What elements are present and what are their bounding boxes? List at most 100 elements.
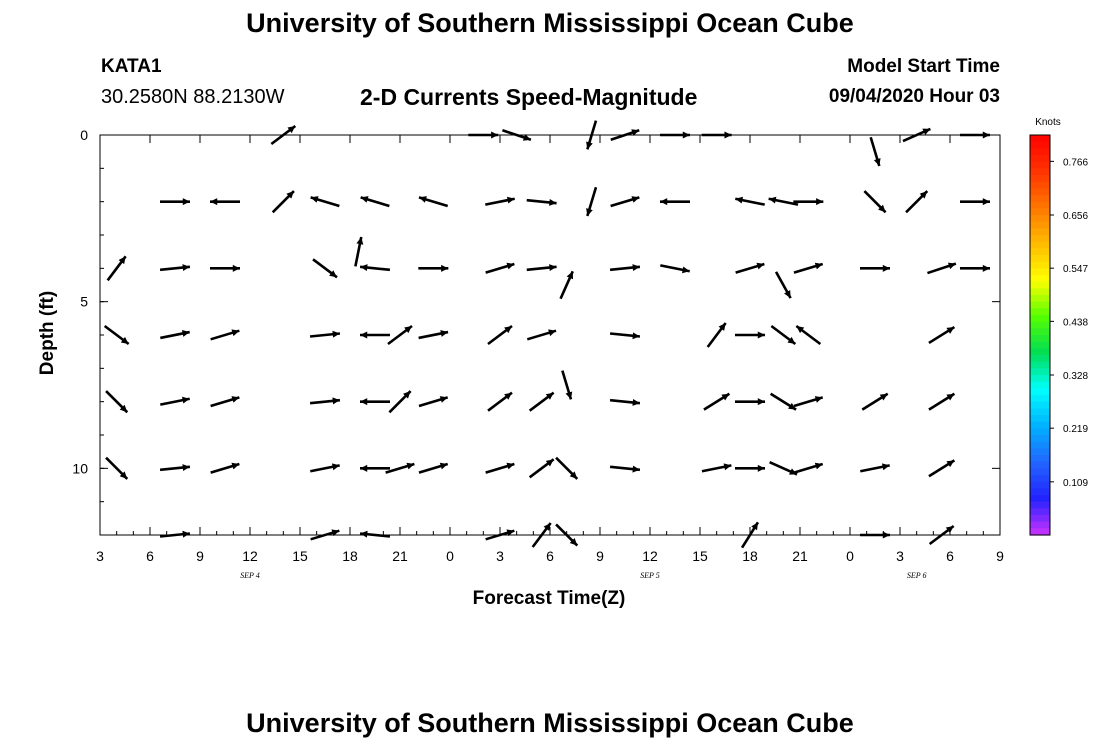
current-vector-head bbox=[586, 208, 593, 217]
current-vector-head bbox=[119, 471, 128, 479]
current-vector-head bbox=[403, 391, 411, 399]
current-vector bbox=[210, 329, 240, 341]
colorbar-segment bbox=[1030, 355, 1050, 363]
current-vector-head bbox=[549, 264, 557, 272]
current-vector-head bbox=[879, 393, 888, 401]
colorbar-segment bbox=[1030, 441, 1050, 449]
current-vector-head bbox=[545, 459, 554, 467]
current-vector-head bbox=[569, 538, 578, 546]
current-vector bbox=[502, 129, 532, 141]
current-vector bbox=[418, 330, 449, 340]
y-tick-label: 5 bbox=[80, 294, 88, 310]
x-tick-label: 3 bbox=[896, 548, 904, 564]
current-vector bbox=[795, 324, 822, 346]
colorbar-segment bbox=[1030, 481, 1050, 489]
current-vector bbox=[487, 391, 513, 412]
current-vector bbox=[769, 461, 798, 476]
current-vector-head bbox=[631, 129, 640, 136]
current-vector-head bbox=[757, 398, 765, 406]
current-vector bbox=[660, 264, 690, 274]
current-vector-head bbox=[120, 336, 129, 344]
colorbar-segment bbox=[1030, 368, 1050, 376]
x-tick-label: 12 bbox=[242, 548, 258, 564]
x-day-label: SEP 5 bbox=[640, 571, 660, 580]
colorbar-segment bbox=[1030, 335, 1050, 343]
current-vector bbox=[793, 462, 824, 474]
colorbar-tick-label: 0.766 bbox=[1063, 157, 1088, 168]
x-day-label: SEP 4 bbox=[240, 571, 260, 580]
current-vector-head bbox=[632, 332, 640, 340]
current-vector-head bbox=[360, 331, 368, 339]
current-vector bbox=[210, 198, 240, 206]
colorbar-segment bbox=[1030, 448, 1050, 456]
colorbar-segment bbox=[1030, 215, 1050, 223]
colorbar-segment bbox=[1030, 295, 1050, 303]
current-vector-head bbox=[632, 398, 640, 406]
x-tick-label: 15 bbox=[292, 548, 308, 564]
current-vector bbox=[528, 391, 555, 412]
current-vector-head bbox=[440, 330, 449, 337]
current-vector bbox=[485, 462, 515, 474]
current-vector bbox=[735, 331, 765, 339]
colorbar-segment bbox=[1030, 188, 1050, 196]
current-vector bbox=[609, 264, 641, 272]
colorbar-segment bbox=[1030, 208, 1050, 216]
x-day-label: SEP 6 bbox=[907, 571, 927, 580]
current-vector-head bbox=[332, 397, 340, 405]
current-vector-head bbox=[360, 264, 368, 272]
x-tick-label: 9 bbox=[996, 548, 1004, 564]
model-start-label: Model Start Time bbox=[847, 56, 1000, 77]
current-vector-head bbox=[331, 463, 340, 471]
current-vector bbox=[770, 324, 797, 346]
current-vector-head bbox=[814, 462, 823, 470]
current-vector-head bbox=[118, 256, 126, 265]
colorbar-segment bbox=[1030, 135, 1050, 143]
current-vector bbox=[586, 186, 598, 217]
current-vector-head bbox=[569, 471, 578, 479]
x-tick-label: 21 bbox=[392, 548, 408, 564]
current-vector bbox=[485, 262, 515, 274]
current-vector bbox=[905, 190, 929, 214]
current-vector bbox=[703, 392, 731, 411]
colorbar-segment bbox=[1030, 461, 1050, 469]
colorbar-segment bbox=[1030, 308, 1050, 316]
current-vector bbox=[928, 459, 956, 478]
colorbar-segment bbox=[1030, 201, 1050, 209]
current-vector-head bbox=[814, 396, 823, 403]
current-vector-head bbox=[631, 196, 640, 203]
current-vector bbox=[160, 198, 190, 206]
current-vector-head bbox=[360, 196, 369, 203]
colorbar-segment bbox=[1030, 501, 1050, 509]
y-tick-label: 10 bbox=[72, 460, 88, 476]
current-vector bbox=[354, 236, 364, 267]
colorbar-segment bbox=[1030, 148, 1050, 156]
colorbar-segment bbox=[1030, 415, 1050, 423]
model-start-value: 09/04/2020 Hour 03 bbox=[828, 86, 1000, 107]
current-vector bbox=[387, 324, 413, 346]
current-vector-head bbox=[119, 404, 128, 413]
x-tick-label: 12 bbox=[642, 548, 658, 564]
x-tick-label: 3 bbox=[496, 548, 504, 564]
colorbar-tick-label: 0.656 bbox=[1063, 211, 1088, 222]
current-vector-head bbox=[660, 198, 668, 206]
current-vector bbox=[609, 332, 641, 340]
x-tick-label: 18 bbox=[742, 548, 758, 564]
current-vector bbox=[210, 264, 240, 272]
current-vector-head bbox=[231, 329, 240, 337]
colorbar-segment bbox=[1030, 141, 1050, 149]
colorbar-segment bbox=[1030, 521, 1050, 529]
colorbar-segment bbox=[1030, 341, 1050, 349]
colorbar-segment bbox=[1030, 508, 1050, 516]
current-vector bbox=[735, 196, 765, 206]
colorbar-segment bbox=[1030, 221, 1050, 229]
current-vector bbox=[701, 463, 732, 473]
current-vector-head bbox=[721, 393, 730, 401]
current-vector bbox=[555, 456, 579, 480]
colorbar-segment bbox=[1030, 228, 1050, 236]
current-vector-head bbox=[504, 326, 512, 334]
colorbar-segment bbox=[1030, 455, 1050, 463]
current-vector bbox=[869, 136, 881, 167]
current-vector bbox=[310, 463, 340, 473]
current-vector bbox=[960, 198, 990, 206]
main-title: University of Southern Mississippi Ocean… bbox=[246, 8, 854, 38]
